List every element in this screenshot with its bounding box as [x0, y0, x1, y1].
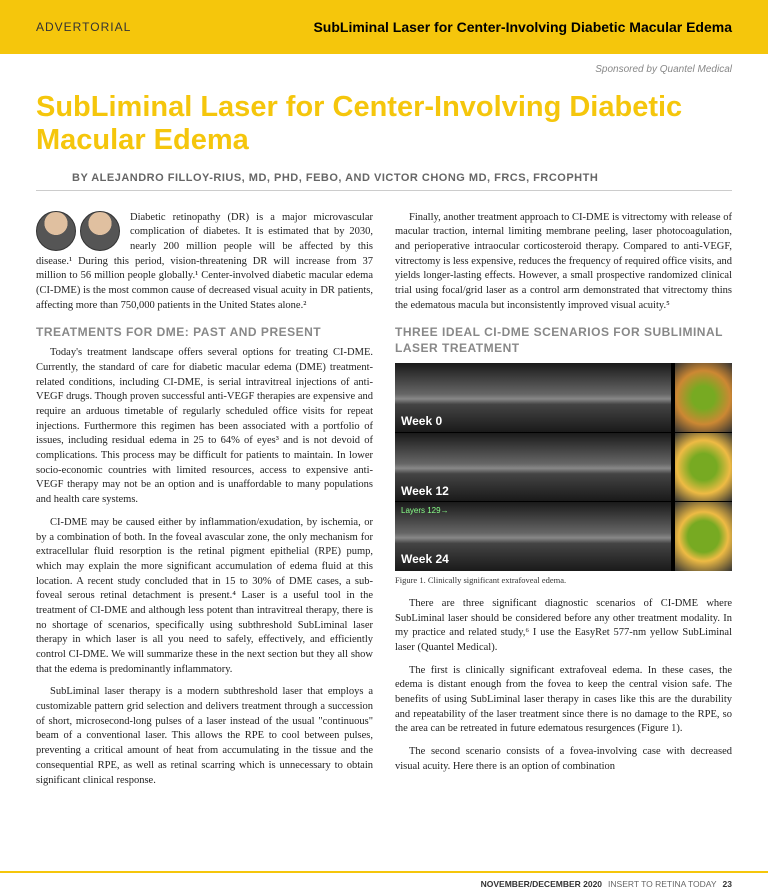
- byline: BY ALEJANDRO FILLOY-RIUS, MD, PHD, FEBO,…: [36, 158, 732, 191]
- paragraph: CI-DME may be caused either by inflammat…: [36, 516, 373, 678]
- avatar-1: [36, 211, 76, 251]
- article-title: SubLiminal Laser for Center-Involving Di…: [0, 91, 768, 158]
- figure-image: Week 0 Week 12 Layers 129→ Week 24: [395, 363, 732, 571]
- fundus-week0: [675, 363, 732, 432]
- paragraph: There are three significant diagnostic s…: [395, 597, 732, 656]
- figure-caption: Figure 1. Clinically significant extrafo…: [395, 575, 732, 587]
- footer-pub: INSERT TO RETINA TODAY: [608, 879, 717, 889]
- paragraph: The second scenario consists of a fovea-…: [395, 745, 732, 774]
- column-left: Diabetic retinopathy (DR) is a major mic…: [36, 211, 373, 797]
- column-right: Finally, another treatment approach to C…: [395, 211, 732, 797]
- figure-1: Week 0 Week 12 Layers 129→ Week 24 Figur…: [395, 363, 732, 587]
- section-heading: TREATMENTS FOR DME: PAST AND PRESENT: [36, 324, 373, 341]
- footer: NOVEMBER/DECEMBER 2020 INSERT TO RETINA …: [0, 871, 768, 895]
- content-columns: Diabetic retinopathy (DR) is a major mic…: [0, 211, 768, 797]
- footer-page: 23: [723, 879, 732, 889]
- layers-label: Layers 129→: [401, 505, 449, 516]
- week-label: Week 12: [401, 483, 449, 500]
- section-heading: THREE IDEAL CI-DME SCENARIOS FOR SUBLIMI…: [395, 324, 732, 358]
- paragraph: The first is clinically significant extr…: [395, 664, 732, 737]
- fundus-week12: [675, 433, 732, 502]
- week-label: Week 0: [401, 413, 442, 430]
- header-title: SubLiminal Laser for Center-Involving Di…: [313, 19, 732, 35]
- avatar-2: [80, 211, 120, 251]
- paragraph: Finally, another treatment approach to C…: [395, 211, 732, 314]
- sponsor-line: Sponsored by Quantel Medical: [0, 54, 768, 91]
- week-label: Week 24: [401, 551, 449, 568]
- footer-date: NOVEMBER/DECEMBER 2020: [481, 879, 602, 889]
- author-avatars: [36, 211, 120, 251]
- paragraph: SubLiminal laser therapy is a modern sub…: [36, 685, 373, 788]
- header-label: ADVERTORIAL: [36, 20, 131, 34]
- paragraph: Today's treatment landscape offers sever…: [36, 346, 373, 508]
- fundus-week24: [675, 502, 732, 571]
- header-bar: ADVERTORIAL SubLiminal Laser for Center-…: [0, 0, 768, 54]
